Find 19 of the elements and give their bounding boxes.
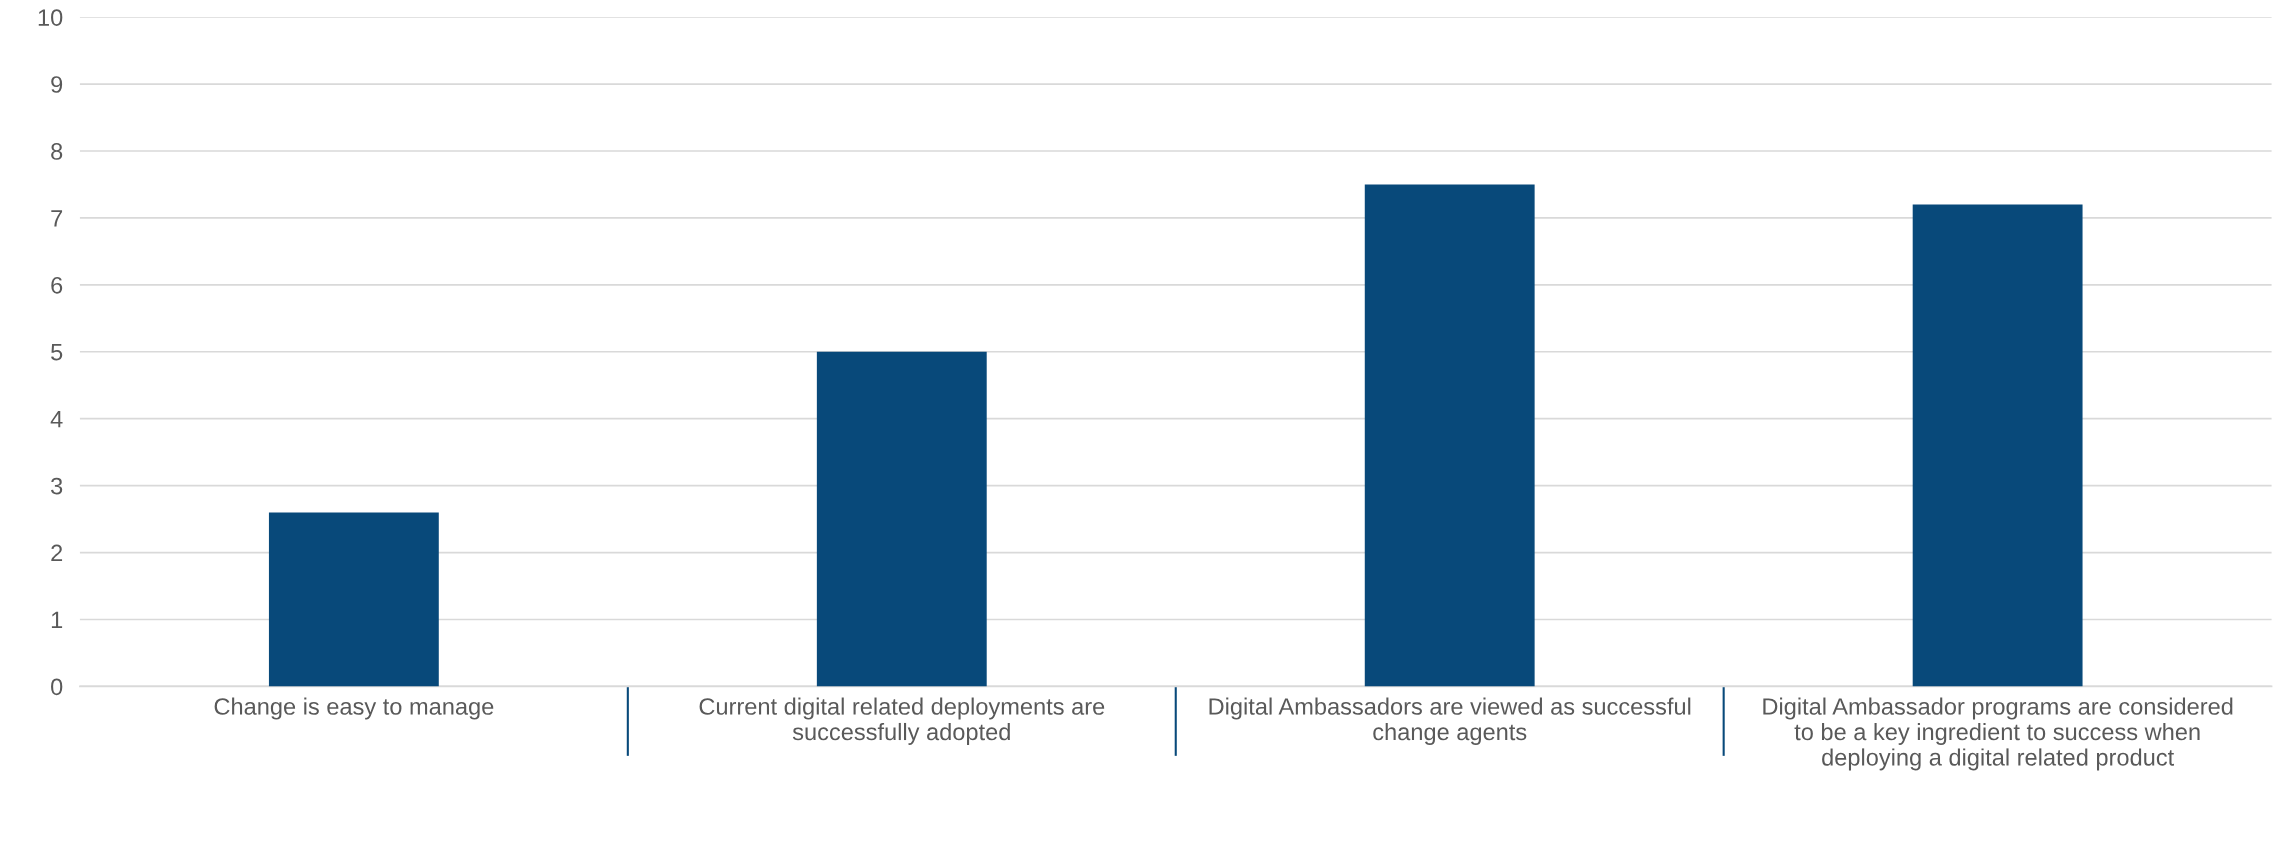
y-tick-label: 6 — [51, 276, 63, 294]
bar — [1912, 204, 2083, 687]
y-tick-label: 8 — [51, 143, 63, 160]
x-tick-label: Change is easy to manage — [214, 697, 494, 720]
y-tick-label: 0 — [51, 678, 63, 696]
y-tick-label: 7 — [51, 210, 63, 227]
y-tick-label: 5 — [51, 344, 63, 361]
x-tick-label: Digital Ambassador programs are considered to be a key ingredient to success when deploying a digital related product — [1763, 697, 2233, 771]
y-tick-label: 2 — [51, 544, 63, 562]
y-tick-label: 4 — [50, 411, 63, 428]
y-tick-label: 3 — [51, 477, 63, 495]
x-tick-label: Digital Ambassadors are viewed as successful change agents — [1209, 697, 1691, 745]
bar — [816, 351, 987, 687]
bar — [1364, 184, 1535, 687]
y-tick-label: 10 — [38, 9, 63, 26]
y-tick-label: 1 — [51, 611, 63, 629]
y-tick-label: 9 — [51, 76, 63, 93]
bar — [268, 512, 439, 687]
x-tick-label: Current digital related deployments are successfully adopted — [699, 697, 1105, 745]
